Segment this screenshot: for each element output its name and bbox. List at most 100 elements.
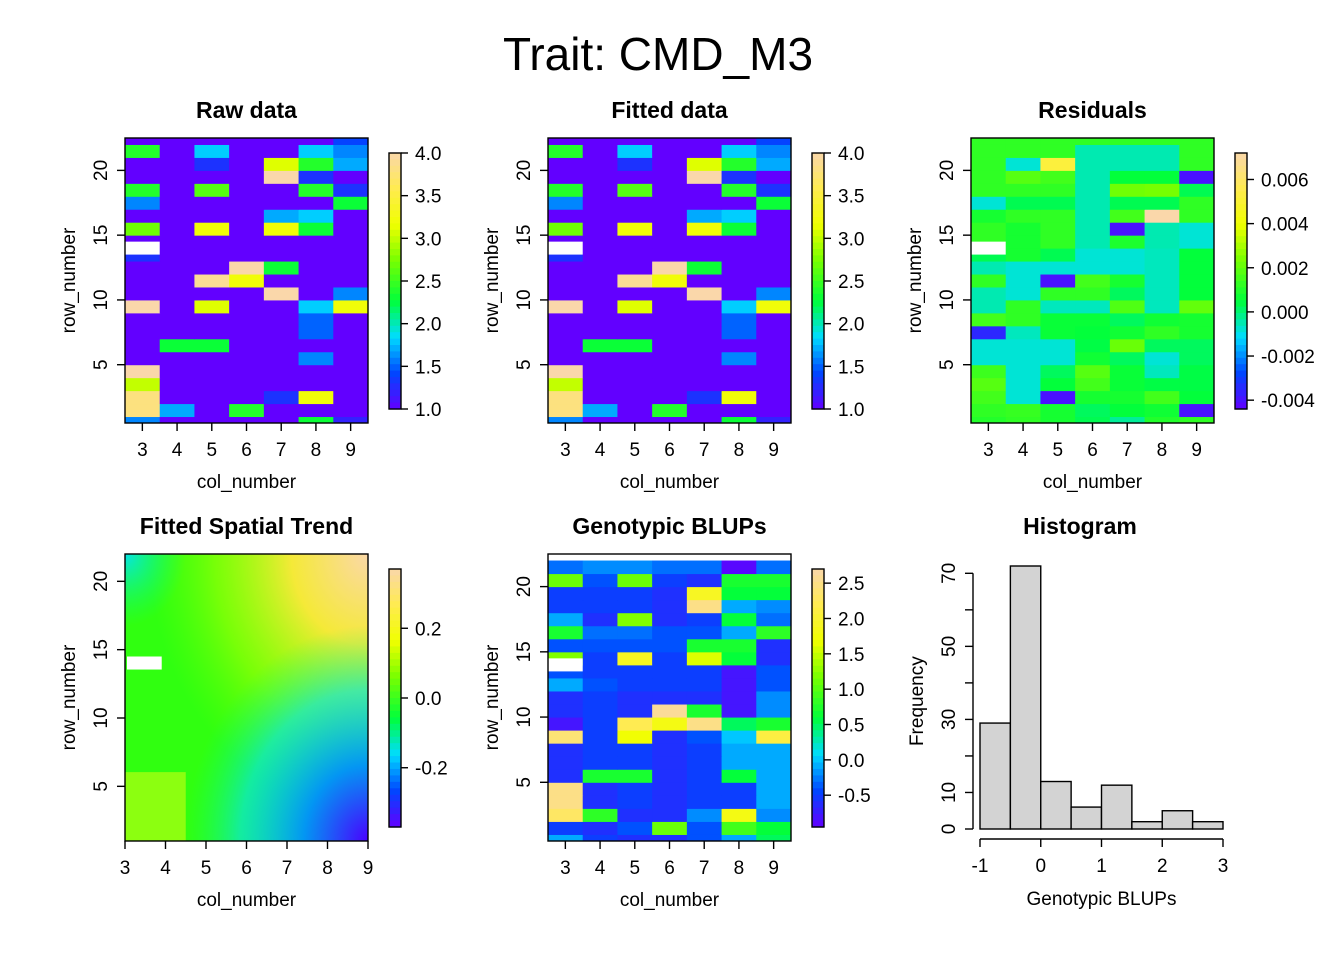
heatmap-cell <box>1075 248 1111 262</box>
heatmap-cell <box>652 138 688 145</box>
x-tick-label: 4 <box>1018 440 1029 461</box>
y-tick-label: 20 <box>514 576 535 597</box>
heatmap-cell <box>333 390 369 405</box>
heatmap-cell <box>125 209 161 223</box>
panel-title: Raw data <box>196 97 297 123</box>
x-tick-label: 9 <box>768 440 779 461</box>
heatmap-cell <box>548 183 584 197</box>
colorbar-segment <box>389 756 401 764</box>
heatmap-cell <box>548 299 584 314</box>
heatmap-cell <box>617 717 653 731</box>
y-tick-label: 10 <box>91 289 112 310</box>
y-tick-label: 15 <box>91 639 112 660</box>
heatmap-cell <box>617 351 653 366</box>
y-tick-label: 10 <box>937 289 958 310</box>
heatmap-cell <box>582 183 618 197</box>
heatmap-cell <box>333 403 369 418</box>
colorbar-segment <box>812 389 824 397</box>
heatmap-cell <box>125 286 161 301</box>
plot-frame <box>124 137 369 424</box>
heatmap-cell <box>971 222 1007 236</box>
colorbar-segment <box>1235 402 1247 410</box>
heatmap-cell <box>333 138 369 145</box>
heatmap-cell <box>686 377 723 392</box>
y-tick-label: 5 <box>937 359 958 370</box>
heatmap-cell <box>194 248 230 262</box>
colorbar-segment <box>812 762 824 770</box>
heatmap-cell <box>721 782 757 796</box>
heatmap-cell <box>1040 286 1076 301</box>
heatmap-cell <box>617 144 653 158</box>
heatmap-cell <box>721 286 757 301</box>
heatmap-cell <box>1179 183 1215 197</box>
heatmap-cell <box>756 325 792 340</box>
colorbar-tick-label: 2.0 <box>838 609 864 630</box>
heatmap-cell <box>194 325 230 340</box>
heatmap-cell <box>582 286 618 301</box>
y-tick-label: 10 <box>514 706 535 727</box>
heatmap-cell <box>582 821 618 835</box>
heatmap-cell <box>1040 390 1076 405</box>
heatmap-cell <box>652 573 688 588</box>
heatmap-cell <box>1075 235 1111 249</box>
heatmap-cell <box>686 756 723 770</box>
colorbar-segment <box>812 768 824 776</box>
colorbar-segment <box>812 659 824 667</box>
heatmap-cell <box>971 286 1007 301</box>
heatmap-cell <box>548 730 584 744</box>
heatmap-cell <box>617 586 653 601</box>
x-tick-label: 8 <box>322 858 333 879</box>
x-tick-label: 2 <box>1157 856 1168 877</box>
heatmap-cell <box>582 782 618 796</box>
heatmap-cell <box>1179 157 1215 171</box>
heatmap-cell <box>721 834 757 842</box>
y-tick-label: 20 <box>91 160 112 181</box>
heatmap-cell <box>617 248 653 262</box>
heatmap-cell <box>548 599 584 614</box>
heatmap-cell <box>298 138 334 145</box>
colorbar-segment <box>812 261 824 269</box>
heatmap-cell <box>756 625 792 640</box>
colorbar-segment <box>812 620 824 628</box>
heatmap-cell <box>1109 390 1146 405</box>
colorbar-segment <box>812 672 824 680</box>
colorbar-tick-label: 3.0 <box>838 229 864 250</box>
heatmap-cell <box>333 325 369 340</box>
x-tick-label: 3 <box>560 440 571 461</box>
colorbar-segment <box>812 736 824 744</box>
heatmap-cell <box>298 222 334 236</box>
heatmap-cell <box>1005 338 1041 353</box>
heatmap-cell <box>194 235 230 249</box>
heatmap-cell <box>1040 157 1076 171</box>
heatmap-cell <box>617 560 653 575</box>
x-tick-label: 4 <box>595 440 606 461</box>
heatmap-cell <box>1109 235 1146 249</box>
heatmap-cell <box>1040 183 1076 197</box>
colorbar-tick-label: 2.0 <box>838 315 864 336</box>
heatmap-cell <box>1179 351 1215 366</box>
heatmap-cell <box>582 612 618 627</box>
panel-title: Fitted data <box>611 97 727 123</box>
colorbar-segment <box>389 601 401 609</box>
heatmap-cell <box>617 677 653 692</box>
heatmap-cell <box>194 416 230 424</box>
heatmap-cell <box>263 338 300 353</box>
heatmap-cell <box>971 183 1007 197</box>
heatmap-cell <box>125 338 161 353</box>
heatmap-cell <box>548 209 584 223</box>
heatmap-cell <box>582 638 618 653</box>
heatmap-cell <box>298 157 334 171</box>
heatmap-cell <box>756 704 792 718</box>
heatmap-cell <box>652 586 688 601</box>
heatmap-cell <box>971 403 1007 418</box>
heatmap-cell <box>617 573 653 588</box>
heatmap-cell <box>159 416 195 424</box>
heatmap-cell <box>1109 364 1146 379</box>
heatmap-cell <box>686 560 723 575</box>
heatmap-cell <box>159 209 195 223</box>
heatmap-cell <box>1005 138 1041 145</box>
x-tick-label: 7 <box>1122 440 1133 461</box>
heatmap-cell <box>1040 364 1076 379</box>
x-tick-label: 5 <box>629 440 640 461</box>
heatmap-cell <box>617 390 653 405</box>
